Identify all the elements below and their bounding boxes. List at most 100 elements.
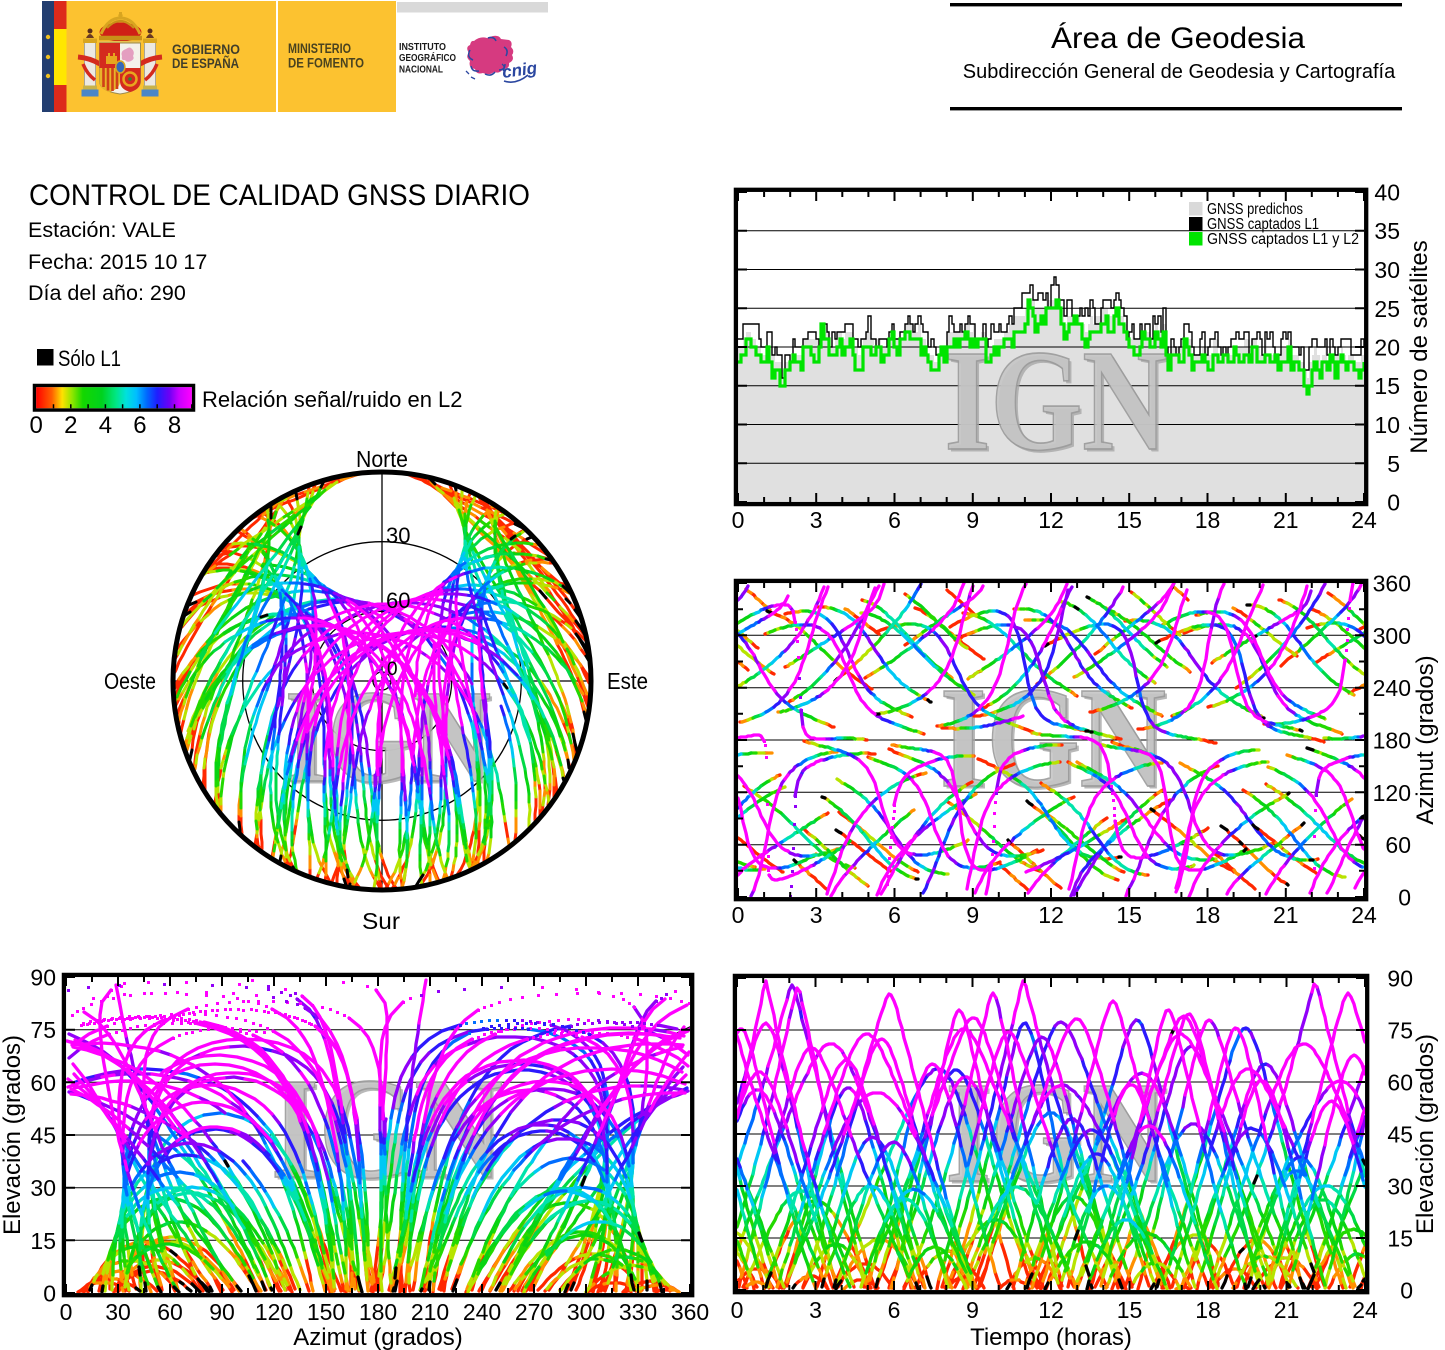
svg-text:9: 9 <box>966 507 979 533</box>
svg-text:0: 0 <box>30 412 43 439</box>
svg-text:90: 90 <box>1387 966 1413 992</box>
svg-text:90: 90 <box>30 965 56 991</box>
svg-text:0: 0 <box>60 1299 73 1325</box>
svg-text:45: 45 <box>30 1123 56 1149</box>
svg-text:8: 8 <box>168 412 181 439</box>
svg-text:180: 180 <box>1373 728 1411 754</box>
svg-text:210: 210 <box>411 1299 449 1325</box>
svg-text:Subdirección General de Geodes: Subdirección General de Geodesia y Carto… <box>963 61 1396 83</box>
svg-text:0: 0 <box>387 659 398 680</box>
svg-text:DE FOMENTO: DE FOMENTO <box>288 56 364 71</box>
svg-text:Sur: Sur <box>362 908 400 934</box>
svg-text:45: 45 <box>1387 1122 1413 1148</box>
svg-text:21: 21 <box>1273 902 1299 928</box>
svg-text:150: 150 <box>307 1299 345 1325</box>
svg-text:Día del año: 290: Día del año: 290 <box>28 281 186 305</box>
svg-text:IGN: IGN <box>940 658 1166 818</box>
svg-text:300: 300 <box>567 1299 605 1325</box>
svg-text:CONTROL DE CALIDAD GNSS DIARIO: CONTROL DE CALIDAD GNSS DIARIO <box>29 179 530 212</box>
svg-text:4: 4 <box>99 412 112 439</box>
svg-text:2: 2 <box>64 412 77 439</box>
svg-text:30: 30 <box>30 1175 56 1201</box>
svg-text:90: 90 <box>209 1299 235 1325</box>
svg-text:21: 21 <box>1274 1297 1300 1323</box>
svg-text:DE ESPAÑA: DE ESPAÑA <box>172 54 239 71</box>
svg-text:15: 15 <box>1387 1226 1413 1252</box>
svg-text:6: 6 <box>888 507 901 533</box>
svg-text:24: 24 <box>1351 902 1377 928</box>
svg-text:Área de Geodesia: Área de Geodesia <box>1051 22 1305 55</box>
svg-text:Estación: VALE: Estación: VALE <box>28 218 176 242</box>
svg-text:Relación señal/ruido en L2: Relación señal/ruido en L2 <box>202 387 463 412</box>
svg-text:Fecha: 2015 10 17: Fecha: 2015 10 17 <box>28 250 207 274</box>
svg-text:15: 15 <box>1116 507 1142 533</box>
svg-text:24: 24 <box>1352 1297 1378 1323</box>
svg-text:15: 15 <box>1374 373 1400 399</box>
svg-text:3: 3 <box>809 1297 822 1323</box>
svg-text:35: 35 <box>1374 218 1400 244</box>
svg-text:Tiempo (horas): Tiempo (horas) <box>970 1324 1132 1350</box>
svg-text:Azimut (grados): Azimut (grados) <box>1412 655 1439 824</box>
svg-text:GNSS predichos: GNSS predichos <box>1207 201 1303 218</box>
svg-text:0: 0 <box>732 902 745 928</box>
svg-text:6: 6 <box>133 412 146 439</box>
svg-text:Azimut (grados): Azimut (grados) <box>293 1324 462 1350</box>
svg-text:3: 3 <box>810 507 823 533</box>
svg-text:18: 18 <box>1195 1297 1221 1323</box>
svg-text:0: 0 <box>732 507 745 533</box>
svg-text:120: 120 <box>255 1299 293 1325</box>
svg-text:15: 15 <box>30 1228 56 1254</box>
svg-text:360: 360 <box>1373 571 1411 597</box>
svg-text:15: 15 <box>1117 1297 1143 1323</box>
svg-text:0: 0 <box>1400 1278 1413 1304</box>
svg-text:20: 20 <box>1374 335 1400 361</box>
svg-text:30: 30 <box>386 523 410 548</box>
svg-text:GOBIERNO: GOBIERNO <box>172 41 240 57</box>
svg-text:25: 25 <box>1374 296 1400 322</box>
svg-text:12: 12 <box>1038 902 1064 928</box>
svg-text:INSTITUTO: INSTITUTO <box>399 42 446 53</box>
svg-text:0: 0 <box>43 1281 56 1307</box>
svg-text:270: 270 <box>515 1299 553 1325</box>
svg-text:GNSS captados L1 y L2: GNSS captados L1 y L2 <box>1207 231 1359 248</box>
svg-text:0: 0 <box>731 1297 744 1323</box>
svg-text:5: 5 <box>1387 451 1400 477</box>
svg-text:75: 75 <box>1387 1018 1413 1044</box>
svg-text:12: 12 <box>1038 507 1064 533</box>
svg-text:Sólo L1: Sólo L1 <box>58 346 121 371</box>
svg-text:240: 240 <box>463 1299 501 1325</box>
svg-text:9: 9 <box>966 902 979 928</box>
svg-text:Elevación (grados): Elevación (grados) <box>0 1035 26 1235</box>
svg-text:6: 6 <box>888 902 901 928</box>
svg-text:3: 3 <box>810 902 823 928</box>
svg-text:60: 60 <box>157 1299 183 1325</box>
svg-text:30: 30 <box>1374 257 1400 283</box>
svg-text:60: 60 <box>1385 832 1411 858</box>
svg-text:GNSS captados L1: GNSS captados L1 <box>1207 216 1319 233</box>
svg-text:300: 300 <box>1373 623 1411 649</box>
svg-text:Elevación (grados): Elevación (grados) <box>1412 1034 1439 1234</box>
svg-text:18: 18 <box>1195 902 1221 928</box>
svg-text:MINISTERIO: MINISTERIO <box>288 41 351 56</box>
svg-text:Oeste: Oeste <box>104 668 156 694</box>
svg-text:12: 12 <box>1038 1297 1064 1323</box>
svg-text:60: 60 <box>386 588 410 613</box>
svg-text:cnig: cnig <box>501 58 539 82</box>
svg-text:360: 360 <box>671 1299 709 1325</box>
svg-text:Norte: Norte <box>356 446 408 472</box>
svg-text:0: 0 <box>1387 490 1400 516</box>
svg-text:Número de satélites: Número de satélites <box>1406 240 1433 453</box>
svg-text:60: 60 <box>30 1070 56 1096</box>
svg-text:NACIONAL: NACIONAL <box>399 65 443 76</box>
svg-text:10: 10 <box>1374 412 1400 438</box>
svg-text:24: 24 <box>1351 507 1377 533</box>
svg-text:330: 330 <box>619 1299 657 1325</box>
svg-text:120: 120 <box>1373 780 1411 806</box>
svg-text:0: 0 <box>1398 885 1411 911</box>
svg-text:6: 6 <box>888 1297 901 1323</box>
svg-text:40: 40 <box>1374 180 1400 206</box>
svg-text:75: 75 <box>30 1017 56 1043</box>
svg-text:30: 30 <box>1387 1174 1413 1200</box>
svg-text:60: 60 <box>1387 1070 1413 1096</box>
svg-text:Este: Este <box>607 668 648 694</box>
